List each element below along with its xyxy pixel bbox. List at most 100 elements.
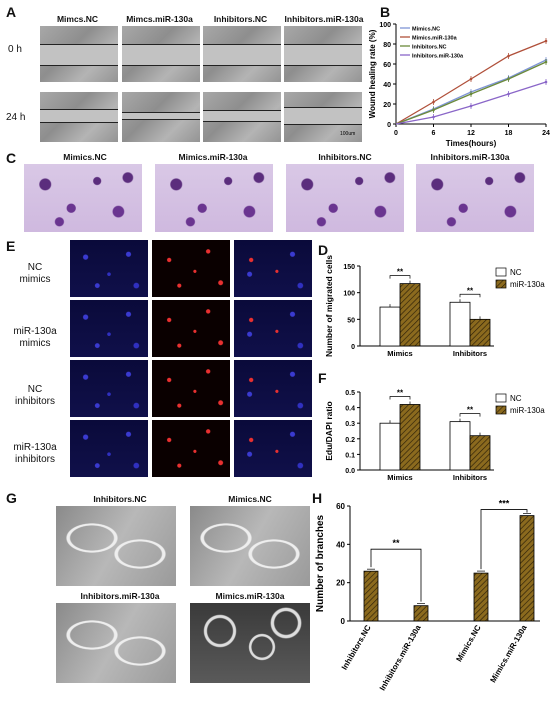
x-tick-label: Mimics bbox=[387, 349, 412, 358]
panel-c-col-title: Mimics.NC bbox=[63, 152, 107, 162]
merge-image bbox=[234, 300, 312, 357]
x-tick-label: Inhibitors bbox=[453, 349, 487, 358]
panel-e-row-label: miR-130a inhibitors bbox=[4, 442, 66, 466]
y-tick-label: 40 bbox=[383, 82, 391, 89]
y-tick-label: 50 bbox=[347, 317, 355, 324]
panel-e-row-line2: mimics bbox=[19, 338, 51, 349]
panel-label-d: D bbox=[318, 242, 329, 258]
data-point bbox=[432, 100, 435, 104]
panel-label-b: B bbox=[380, 4, 391, 20]
dapi-image bbox=[70, 420, 148, 477]
significance-label: ** bbox=[397, 388, 404, 397]
x-tick-label: 6 bbox=[432, 130, 436, 137]
y-tick-label: 0.1 bbox=[345, 452, 355, 459]
legend-label: NC bbox=[510, 394, 522, 403]
data-point bbox=[469, 104, 473, 108]
panel-e-row-line2: mimics bbox=[19, 274, 51, 285]
y-tick-label: 60 bbox=[383, 62, 391, 69]
merge-image bbox=[234, 420, 312, 477]
legend-label: NC bbox=[510, 268, 522, 277]
wound-image bbox=[284, 92, 362, 142]
y-tick-label: 0 bbox=[351, 344, 355, 351]
bar bbox=[519, 515, 535, 622]
y-axis-label: Edu/DAPI ratio bbox=[324, 401, 334, 461]
wound-image bbox=[284, 26, 362, 82]
data-point bbox=[544, 39, 548, 43]
significance-bracket bbox=[370, 548, 422, 602]
data-point bbox=[432, 115, 435, 119]
x-tick-label: 24 bbox=[542, 130, 550, 137]
y-tick-label: 60 bbox=[336, 502, 345, 511]
data-point bbox=[507, 92, 510, 96]
bar bbox=[399, 404, 421, 471]
wound-image bbox=[203, 92, 281, 142]
panel-c-col-title: Mimics.miR-130a bbox=[178, 152, 248, 162]
scale-bar-label: 100um bbox=[340, 131, 356, 137]
panel-e-row-line1: NC bbox=[27, 384, 43, 395]
x-tick-label: Mimics.miR-130a bbox=[488, 623, 529, 684]
data-point bbox=[469, 92, 473, 96]
y-axis-label: Number of migrated cells bbox=[324, 255, 334, 357]
significance-bracket bbox=[459, 413, 481, 417]
legend-label: Inhibitors.miR-130a bbox=[412, 54, 464, 60]
y-tick-label: 20 bbox=[383, 102, 391, 109]
y-tick-label: 0.5 bbox=[345, 390, 355, 397]
data-point bbox=[432, 108, 435, 112]
panel-g-title: Mimics.miR-130a bbox=[215, 591, 285, 601]
panel-label-c: C bbox=[6, 150, 17, 166]
significance-label: *** bbox=[499, 499, 510, 509]
edu-image bbox=[152, 300, 230, 357]
bar bbox=[363, 570, 379, 622]
y-tick-label: 0.3 bbox=[345, 421, 355, 428]
legend-label: Mimics.miR-130a bbox=[412, 36, 458, 42]
dapi-image bbox=[70, 300, 148, 357]
panel-e-row-line2: inhibitors bbox=[14, 454, 56, 465]
chart-h: 0 20 40 60 Number of branches Inhibitors.NC In… bbox=[315, 499, 540, 692]
y-tick-label: 100 bbox=[379, 22, 391, 29]
chart-f: 0.0 0.1 0.2 0.3 0.4 0.5 Edu/DAPI ratio Mimics **… bbox=[324, 388, 545, 482]
bar bbox=[413, 605, 429, 622]
x-tick-label: 18 bbox=[505, 130, 513, 137]
dapi-image bbox=[70, 240, 148, 297]
significance-label: ** bbox=[397, 268, 404, 277]
legend-label: miR-130a bbox=[510, 406, 545, 415]
data-point bbox=[544, 80, 548, 84]
panel-e-row-line1: NC bbox=[27, 262, 43, 273]
legend-swatch bbox=[495, 267, 507, 277]
data-point bbox=[469, 77, 473, 81]
panel-c-col-title: Inhibitors.NC bbox=[318, 152, 372, 162]
significance-bracket bbox=[480, 509, 528, 570]
transwell-image bbox=[155, 164, 273, 232]
panel-label-h: H bbox=[312, 490, 323, 506]
significance-label: ** bbox=[467, 286, 474, 295]
panel-a-row-label: 0 h bbox=[8, 44, 22, 55]
wound-image bbox=[122, 92, 200, 142]
bar bbox=[469, 435, 491, 471]
panel-e-row-line2: inhibitors bbox=[14, 396, 56, 407]
y-axis-label: Wound healing rate (%) bbox=[368, 29, 377, 118]
wound-image bbox=[40, 26, 118, 82]
tube-formation-image bbox=[56, 506, 176, 586]
panel-e-row-label: miR-130a mimics bbox=[4, 326, 66, 350]
bar bbox=[473, 572, 489, 622]
panel-label-a: A bbox=[6, 4, 17, 20]
significance-label: ** bbox=[392, 538, 400, 548]
panel-label-e: E bbox=[6, 238, 16, 254]
dapi-image bbox=[70, 360, 148, 417]
x-tick-label: 12 bbox=[467, 130, 475, 137]
merge-image bbox=[234, 240, 312, 297]
y-tick-label: 0.0 bbox=[345, 468, 355, 475]
bar bbox=[469, 318, 491, 347]
legend-swatch bbox=[495, 279, 507, 289]
bar bbox=[379, 306, 401, 347]
panel-c-col-title: Inhibitors.miR-130a bbox=[430, 152, 510, 162]
bar bbox=[379, 422, 401, 471]
edu-image bbox=[152, 240, 230, 297]
y-tick-label: 0.2 bbox=[345, 437, 355, 444]
wound-image bbox=[40, 92, 118, 142]
data-point bbox=[544, 60, 548, 64]
y-tick-label: 0 bbox=[341, 617, 346, 626]
edu-image bbox=[152, 360, 230, 417]
y-axis-label: Number of branches bbox=[315, 514, 326, 612]
panel-label-g: G bbox=[6, 490, 17, 506]
